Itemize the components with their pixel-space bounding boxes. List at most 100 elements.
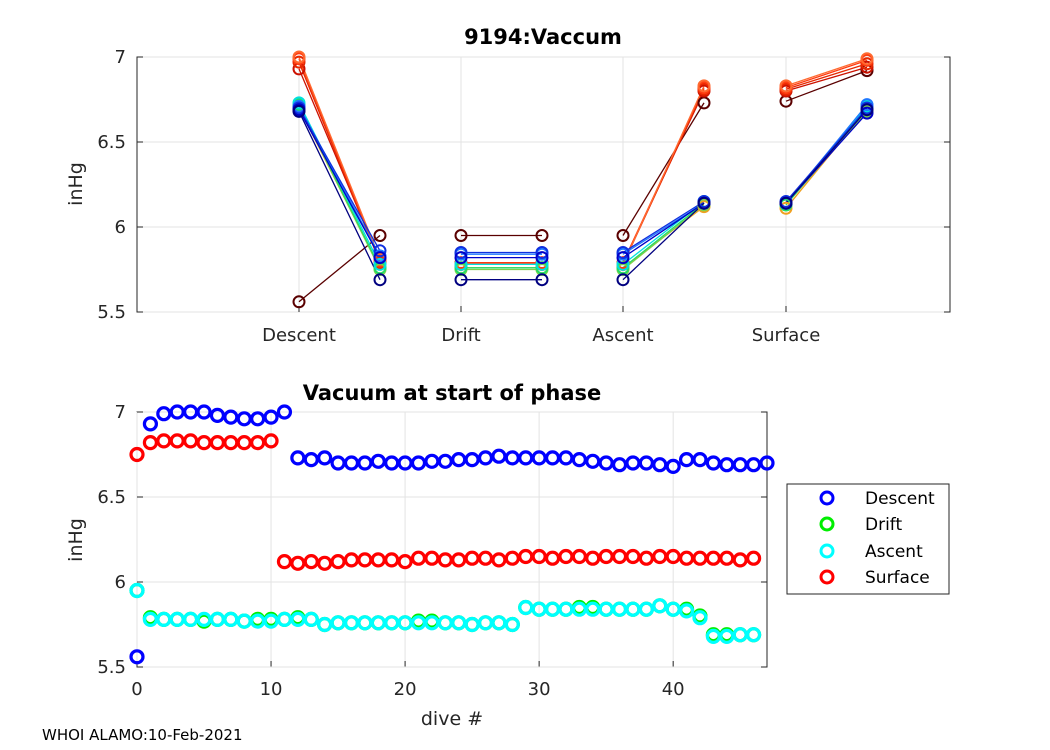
bottom-descent-point-40 bbox=[665, 458, 681, 474]
top-ytick-label-0: 5.5 bbox=[97, 302, 126, 323]
bottom-ytick-label-2: 6.5 bbox=[97, 487, 126, 508]
bottom-x-axis-label: dive # bbox=[421, 708, 483, 730]
top-phase-label-drift: Drift bbox=[441, 325, 480, 346]
bottom-ascent-point-38 bbox=[638, 601, 654, 617]
top-series-8-point-1 bbox=[373, 257, 387, 271]
legend-marker-ascent bbox=[819, 543, 835, 559]
top-series-1-segment-3 bbox=[785, 66, 868, 92]
top-series-10-segment-2 bbox=[622, 200, 705, 254]
top-series-0-point-0 bbox=[292, 295, 306, 309]
top-series-12-segment-3 bbox=[785, 109, 868, 204]
top-series-10-point-1 bbox=[373, 244, 387, 258]
start-of-phase-chart: 5.5 6 6.5 7 0 10 20 30 40 Vacuum at start of ph… bbox=[65, 381, 950, 730]
bottom-descent-point-47 bbox=[759, 455, 775, 471]
top-series-12-segment-2 bbox=[622, 202, 705, 281]
bottom-plot-area bbox=[136, 411, 768, 668]
legend-marker-surface bbox=[819, 569, 835, 585]
top-series-11-segment-0 bbox=[298, 109, 381, 258]
bottom-xtick-label-1: 10 bbox=[260, 679, 283, 700]
top-series-0-segment-3 bbox=[785, 69, 868, 102]
top-series-11-segment-2 bbox=[622, 202, 705, 259]
top-series-2-segment-0 bbox=[298, 61, 381, 263]
bottom-descent-point-42 bbox=[692, 452, 708, 468]
bottom-y-axis-label: inHg bbox=[65, 518, 87, 562]
top-series-0-point-1 bbox=[373, 229, 387, 242]
bottom-ascent-point-42 bbox=[692, 610, 708, 626]
top-phase-label-surface: Surface bbox=[752, 325, 821, 346]
top-series-0-point-2 bbox=[454, 229, 468, 242]
top-series-4-point-7 bbox=[860, 52, 874, 66]
top-series-4-segment-0 bbox=[298, 56, 381, 260]
bottom-series-points bbox=[129, 404, 775, 665]
bottom-ascent-point-46 bbox=[745, 627, 762, 643]
top-series-7-segment-2 bbox=[622, 202, 705, 269]
top-series-0-segment-2 bbox=[622, 102, 705, 236]
bottom-ascent-point-41 bbox=[678, 603, 695, 619]
top-series-0-point-3 bbox=[535, 229, 549, 242]
bottom-descent-point-10 bbox=[263, 409, 279, 425]
top-series-12-point-1 bbox=[373, 273, 387, 287]
top-ytick-label-3: 7 bbox=[115, 47, 126, 68]
top-series-10-point-3 bbox=[535, 246, 549, 259]
top-series-11-point-2 bbox=[454, 251, 468, 265]
bottom-surface-point-46 bbox=[745, 550, 762, 566]
legend-label-descent: Descent bbox=[865, 489, 935, 509]
top-series-4-segment-2 bbox=[622, 85, 705, 265]
phase-vacuum-chart: 5.5 6 6.5 7 Descent Drift Ascent Surface 9194:… bbox=[65, 25, 951, 346]
bottom-x-tick-labels: 0 10 20 30 40 bbox=[131, 679, 684, 700]
top-series-points bbox=[292, 50, 874, 309]
bottom-descent-point-0 bbox=[129, 649, 145, 665]
bottom-ytick-label-0: 5.5 bbox=[97, 657, 126, 678]
bottom-chart-title: Vacuum at start of phase bbox=[303, 381, 602, 405]
top-series-12-point-2 bbox=[454, 273, 468, 287]
bottom-xtick-label-4: 40 bbox=[662, 679, 685, 700]
top-chart-title: 9194:Vaccum bbox=[464, 25, 622, 49]
top-series-0-segment-0 bbox=[298, 234, 381, 303]
top-series-10-point-2 bbox=[454, 246, 468, 259]
bottom-surface-point-20 bbox=[397, 553, 413, 570]
legend-marker-drift bbox=[819, 516, 835, 532]
top-series-12-point-3 bbox=[535, 273, 549, 287]
top-series-12-segment-0 bbox=[298, 111, 381, 280]
top-series-12-point-4 bbox=[616, 273, 630, 287]
top-ytick-label-1: 6 bbox=[115, 217, 126, 238]
top-series-10-segment-3 bbox=[785, 107, 868, 202]
bottom-descent-point-14 bbox=[317, 450, 333, 466]
top-series-4-point-6 bbox=[779, 79, 793, 93]
top-series-4-point-0 bbox=[292, 50, 306, 64]
bottom-ytick-label-3: 7 bbox=[115, 402, 126, 423]
bottom-descent-point-11 bbox=[276, 404, 293, 420]
top-series-4-segment-3 bbox=[785, 58, 868, 87]
top-series-12-point-6 bbox=[779, 196, 793, 210]
bottom-ascent-point-39 bbox=[652, 598, 668, 614]
top-series-10-point-4 bbox=[616, 246, 630, 259]
bottom-ascent-point-28 bbox=[504, 616, 520, 633]
footer-caption: WHOI ALAMO:10-Feb-2021 bbox=[42, 726, 243, 744]
bottom-ytick-label-1: 6 bbox=[115, 572, 126, 593]
bottom-surface-point-10 bbox=[263, 433, 279, 449]
bottom-xtick-label-2: 20 bbox=[394, 679, 417, 700]
top-series-11-point-4 bbox=[616, 251, 630, 265]
legend-label-surface: Surface bbox=[865, 568, 930, 588]
bottom-y-tick-labels: 5.5 6 6.5 7 bbox=[97, 402, 126, 678]
bottom-ascent-point-0 bbox=[129, 582, 145, 599]
top-phase-label-ascent: Ascent bbox=[592, 325, 653, 346]
top-y-axis-label: inHg bbox=[65, 162, 87, 206]
bottom-descent-point-1 bbox=[142, 416, 159, 432]
legend: Descent Drift Ascent Surface bbox=[786, 483, 950, 595]
top-phase-label-descent: Descent bbox=[262, 325, 336, 346]
top-series-lines bbox=[298, 56, 868, 303]
top-series-10-segment-0 bbox=[298, 107, 381, 252]
top-series-2-segment-3 bbox=[785, 63, 868, 90]
bottom-descent-point-5 bbox=[196, 404, 212, 420]
legend-label-drift: Drift bbox=[865, 515, 902, 535]
legend-box bbox=[786, 483, 950, 595]
bottom-ascent-point-13 bbox=[303, 611, 319, 628]
top-series-11-point-3 bbox=[535, 251, 549, 265]
top-series-12-point-7 bbox=[860, 103, 874, 117]
top-series-0-point-4 bbox=[616, 229, 630, 242]
top-series-3-segment-3 bbox=[785, 59, 868, 89]
top-series-11-point-1 bbox=[373, 251, 387, 265]
top-series-12-point-0 bbox=[292, 104, 306, 118]
